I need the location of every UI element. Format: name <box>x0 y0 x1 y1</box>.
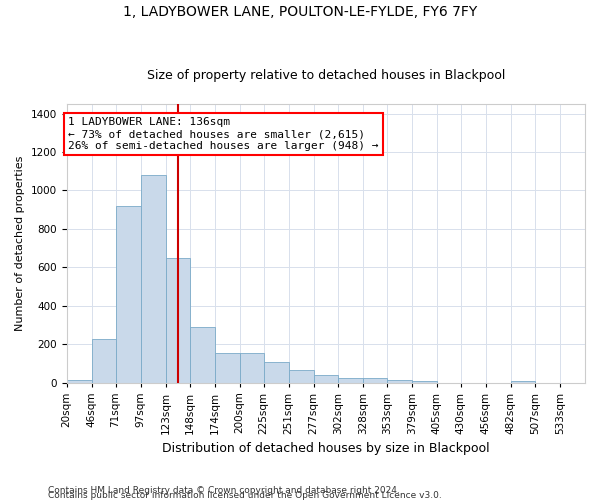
Bar <box>289 370 314 382</box>
Bar <box>67 380 92 382</box>
Bar <box>338 378 363 382</box>
Bar <box>92 340 116 382</box>
Title: Size of property relative to detached houses in Blackpool: Size of property relative to detached ho… <box>146 69 505 82</box>
Bar <box>239 352 264 382</box>
Bar <box>387 380 412 382</box>
Bar <box>215 352 239 382</box>
Bar <box>140 175 166 382</box>
Bar <box>190 327 215 382</box>
Text: Contains HM Land Registry data © Crown copyright and database right 2024.: Contains HM Land Registry data © Crown c… <box>48 486 400 495</box>
Bar <box>363 378 387 382</box>
Bar <box>511 380 535 382</box>
Bar <box>264 362 289 382</box>
Text: 1, LADYBOWER LANE, POULTON-LE-FYLDE, FY6 7FY: 1, LADYBOWER LANE, POULTON-LE-FYLDE, FY6… <box>123 5 477 19</box>
Y-axis label: Number of detached properties: Number of detached properties <box>15 156 25 331</box>
Text: Contains public sector information licensed under the Open Government Licence v3: Contains public sector information licen… <box>48 491 442 500</box>
Bar <box>166 258 190 382</box>
Bar <box>314 375 338 382</box>
X-axis label: Distribution of detached houses by size in Blackpool: Distribution of detached houses by size … <box>162 442 490 455</box>
Text: 1 LADYBOWER LANE: 136sqm
← 73% of detached houses are smaller (2,615)
26% of sem: 1 LADYBOWER LANE: 136sqm ← 73% of detach… <box>68 118 379 150</box>
Bar <box>116 206 140 382</box>
Bar <box>412 380 437 382</box>
